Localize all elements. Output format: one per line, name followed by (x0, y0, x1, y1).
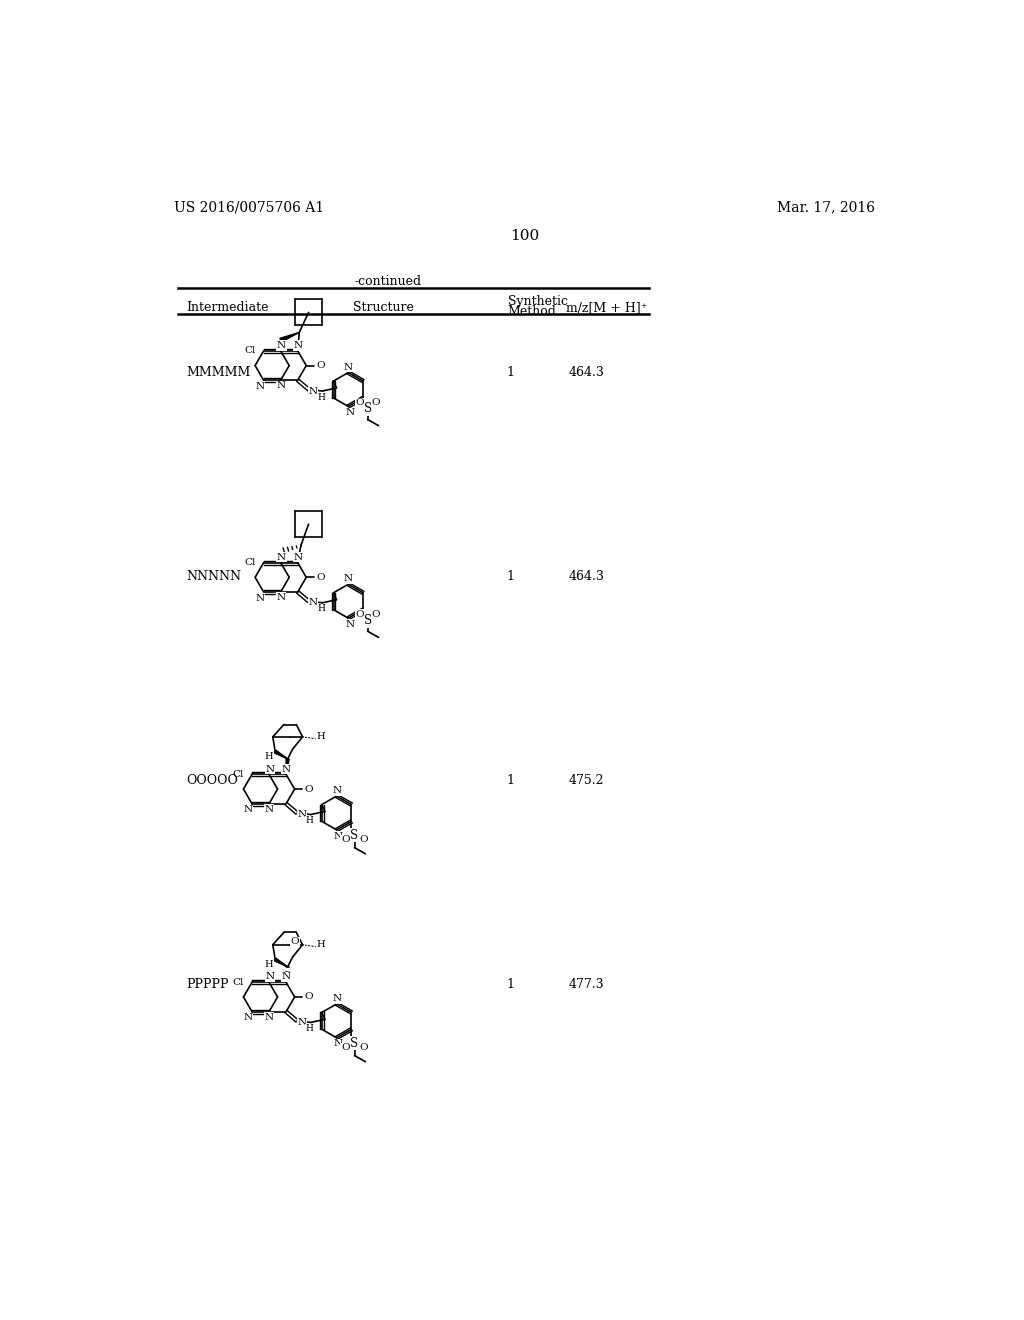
Text: MMMMM: MMMMM (186, 367, 251, 379)
Text: 1: 1 (506, 367, 514, 379)
Text: Cl: Cl (244, 346, 255, 355)
Text: Cl: Cl (232, 770, 244, 779)
Text: Structure: Structure (353, 301, 414, 314)
Text: N: N (264, 1012, 273, 1022)
Text: O: O (355, 399, 365, 407)
Text: H: H (305, 816, 313, 825)
Text: OOOOO: OOOOO (186, 775, 238, 788)
Text: N: N (282, 764, 291, 774)
Text: N: N (244, 1014, 253, 1022)
Text: N: N (282, 973, 291, 981)
Text: H: H (305, 1024, 313, 1034)
Text: O: O (291, 937, 299, 946)
Text: Mar. 17, 2016: Mar. 17, 2016 (777, 201, 876, 215)
Text: NNNNN: NNNNN (186, 570, 241, 583)
Text: S: S (364, 614, 372, 627)
Text: 1: 1 (506, 775, 514, 788)
Text: 1: 1 (506, 978, 514, 991)
Text: N: N (276, 381, 286, 391)
Text: O: O (371, 610, 380, 619)
Text: 477.3: 477.3 (568, 978, 604, 991)
Text: O: O (355, 610, 365, 619)
Text: N: N (308, 598, 317, 607)
Text: N: N (332, 787, 341, 795)
Text: N: N (276, 553, 286, 562)
Text: -continued: -continued (354, 276, 421, 289)
Text: O: O (341, 836, 349, 845)
Text: O: O (315, 573, 325, 582)
Text: N: N (276, 593, 286, 602)
Text: S: S (350, 1036, 358, 1049)
Text: N: N (276, 341, 286, 350)
Text: N: N (344, 363, 353, 372)
Text: H: H (265, 751, 273, 760)
Text: 464.3: 464.3 (568, 570, 604, 583)
Text: 464.3: 464.3 (568, 367, 604, 379)
Text: Cl: Cl (244, 558, 255, 568)
Text: Synthetic: Synthetic (508, 296, 567, 309)
Text: N: N (255, 381, 264, 391)
Text: H: H (317, 392, 325, 401)
Text: N: N (265, 973, 274, 981)
Text: O: O (304, 993, 313, 1002)
Text: O: O (371, 399, 380, 407)
Polygon shape (274, 958, 288, 966)
Text: O: O (315, 362, 325, 370)
Text: N: N (332, 994, 341, 1003)
Text: O: O (304, 784, 313, 793)
Text: N: N (334, 1039, 343, 1048)
Text: N: N (297, 1018, 306, 1027)
Polygon shape (274, 750, 288, 759)
Text: H: H (265, 960, 273, 969)
Text: Cl: Cl (232, 978, 244, 987)
Text: N: N (255, 594, 264, 603)
Text: PPPPP: PPPPP (186, 978, 228, 991)
Text: N: N (345, 620, 354, 628)
Text: N: N (265, 764, 274, 774)
Text: N: N (244, 805, 253, 814)
Text: Intermediate: Intermediate (186, 301, 268, 314)
Text: H: H (316, 940, 326, 949)
Text: N: N (297, 810, 306, 818)
Text: N: N (293, 553, 302, 562)
Text: N: N (308, 387, 317, 396)
Text: N: N (345, 408, 354, 417)
Text: US 2016/0075706 A1: US 2016/0075706 A1 (174, 201, 325, 215)
Text: 1: 1 (506, 570, 514, 583)
Text: H: H (316, 733, 326, 742)
Text: m/z[M + H]⁺: m/z[M + H]⁺ (566, 301, 647, 314)
Text: S: S (350, 829, 358, 842)
Text: S: S (364, 403, 372, 416)
Polygon shape (280, 333, 299, 342)
Polygon shape (286, 759, 289, 775)
Text: O: O (341, 1043, 349, 1052)
Text: N: N (264, 805, 273, 813)
Text: O: O (359, 836, 369, 845)
Text: O: O (359, 1043, 369, 1052)
Text: N: N (344, 574, 353, 583)
Text: N: N (293, 341, 302, 350)
Text: 100: 100 (510, 230, 540, 243)
Text: H: H (317, 605, 325, 614)
Text: 475.2: 475.2 (568, 775, 604, 788)
Text: Method: Method (508, 305, 557, 318)
Text: N: N (334, 832, 343, 841)
